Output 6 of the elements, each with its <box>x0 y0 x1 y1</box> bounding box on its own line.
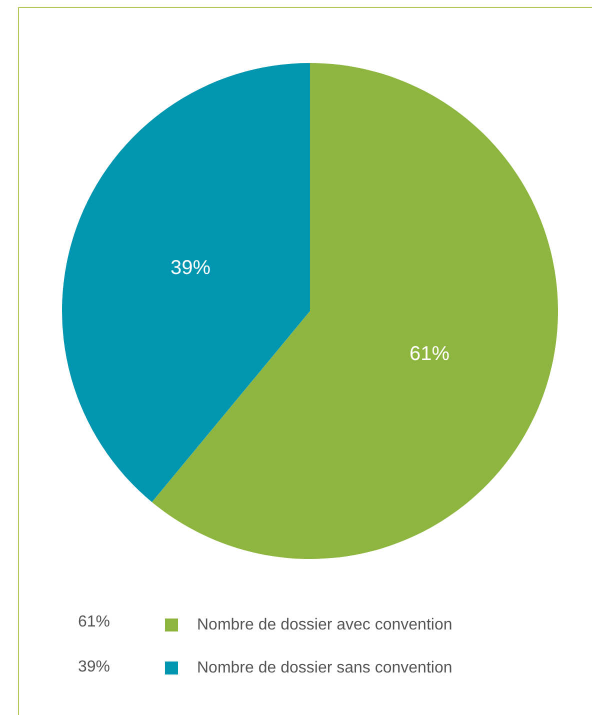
data-label: 39% <box>170 256 211 279</box>
text: 61% <box>409 343 450 366</box>
text: 39% <box>78 658 110 676</box>
data-label: 61% <box>78 614 110 630</box>
legend-label: Nombre de dossier avec convention <box>197 616 452 634</box>
legend-label: Nombre de dossier sans convention <box>197 660 452 676</box>
